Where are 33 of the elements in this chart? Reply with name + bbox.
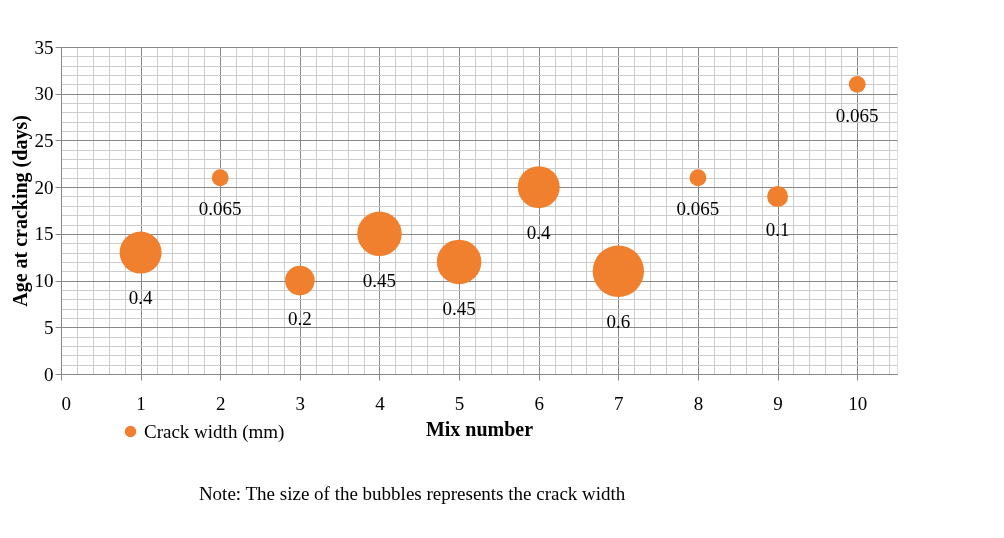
- data-label: 0.065: [676, 198, 720, 220]
- data-label: 0.065: [198, 198, 242, 220]
- data-label: 0.2: [287, 308, 312, 330]
- y-axis-title: Age at cracking (days): [8, 115, 32, 307]
- x-axis-title: Mix number: [425, 417, 534, 440]
- x-tick-label: 5: [454, 392, 465, 414]
- x-tick-label: 8: [693, 392, 704, 414]
- x-tick-label: 3: [295, 392, 306, 414]
- y-tick-label: 5: [44, 316, 54, 338]
- y-tick-label: 25: [34, 129, 54, 151]
- text: Note: The size of the bubbles represents the crack width: [198, 483, 626, 504]
- y-tick-label: 20: [34, 176, 54, 198]
- data-label: 0.4: [526, 221, 552, 243]
- legend-label: Crack width (mm): [144, 420, 285, 443]
- data-label: 0.065: [835, 104, 879, 126]
- y-tick-label: 15: [34, 223, 54, 245]
- y-tick-label: 35: [34, 36, 54, 58]
- data-label: 0.45: [442, 298, 476, 319]
- data-label: 0.6: [606, 311, 631, 333]
- x-tick-label: 4: [375, 392, 386, 414]
- data-label: 0.4: [128, 287, 153, 309]
- x-tick-label: 6: [534, 392, 544, 414]
- y-tick-label: 10: [34, 270, 54, 292]
- x-tick-label: 1: [136, 392, 146, 414]
- x-tick-label: 10: [848, 392, 868, 414]
- data-label: 0.1: [765, 219, 790, 241]
- x-tick-label: 7: [614, 392, 624, 414]
- x-tick-label: 9: [773, 392, 783, 414]
- y-tick-label: 30: [34, 83, 54, 105]
- data-label: 0.45: [362, 269, 397, 291]
- x-tick-label: 2: [215, 392, 226, 414]
- x-tick-label: 0: [61, 392, 71, 414]
- y-tick-label: 0: [44, 363, 54, 385]
